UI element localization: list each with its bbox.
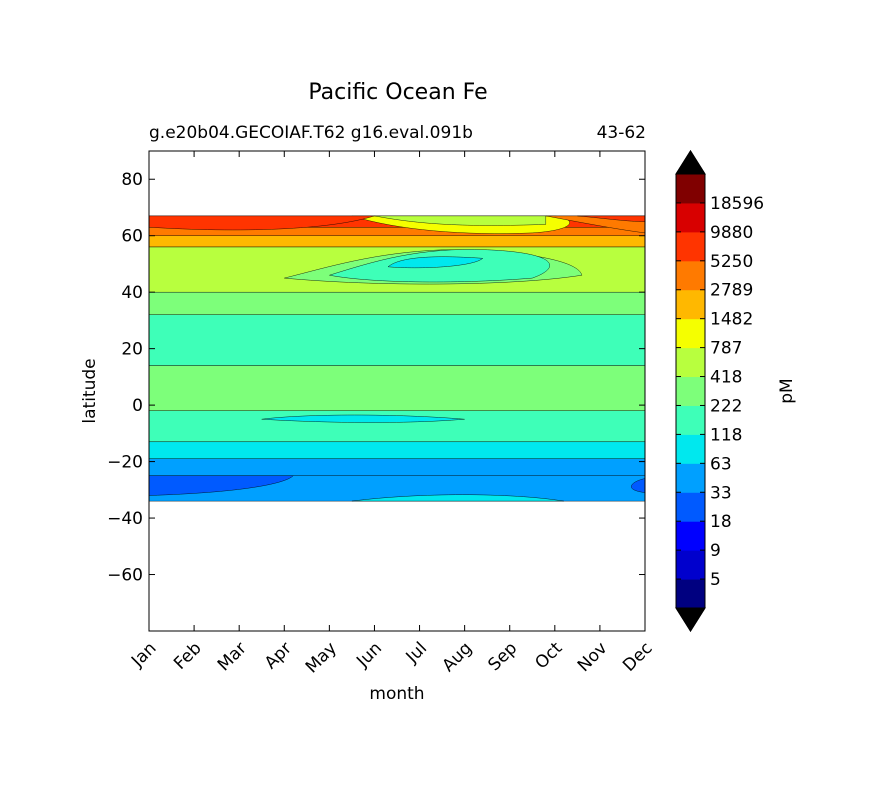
x-tick-label: Jun — [352, 638, 386, 672]
colorbar-segment — [676, 289, 705, 320]
y-tick-label: −40 — [107, 509, 143, 529]
colorbar: 5 9 18 33 63 118 222 418 787 1482 2789 5250 9880 1859… — [675, 150, 764, 632]
y-tick-label: 0 — [132, 396, 143, 416]
x-tick-label: Apr — [261, 638, 296, 673]
colorbar-segment — [676, 434, 705, 464]
contour-region — [148, 215, 375, 231]
contour-band — [148, 235, 646, 248]
colorbar-segment — [676, 492, 705, 522]
chart-subtitle-right: 43-62 — [597, 123, 646, 143]
colorbar-segment — [676, 463, 705, 493]
colorbar-segment — [676, 231, 705, 262]
x-tick-label: Sep — [484, 638, 521, 675]
colorbar-tick-label: 18 — [710, 512, 732, 532]
y-tick-label: 60 — [121, 227, 143, 247]
x-tick-label: May — [302, 638, 341, 677]
colorbar-label: pM — [777, 378, 797, 403]
contour-region — [261, 414, 465, 423]
colorbar-segment — [676, 202, 705, 233]
chart-subtitle-left: g.e20b04.GECOIAF.T62 g16.eval.091b — [149, 123, 473, 143]
plot-area: 80 60 40 20 0 −20 −40 −60 Jan Feb Mar Apr May Jun Jul… — [107, 150, 657, 677]
y-tick-label: 20 — [121, 340, 143, 360]
colorbar-tick-label: 63 — [710, 454, 732, 474]
x-tick-label: Mar — [214, 638, 251, 675]
colorbar-extend-max — [675, 150, 706, 175]
contour-band — [148, 291, 646, 315]
colorbar-segment — [676, 405, 705, 435]
colorbar-tick-label: 33 — [710, 483, 732, 503]
contour-features — [148, 215, 646, 502]
contour-band — [148, 365, 646, 411]
colorbar-segment — [676, 347, 705, 378]
contour-region — [374, 215, 546, 226]
colorbar-tick-label: 5 — [710, 570, 721, 590]
colorbar-tick-label: 18596 — [710, 194, 764, 214]
x-tick-label: Feb — [170, 638, 205, 673]
colorbar-segment — [676, 579, 705, 609]
y-axis: 80 60 40 20 0 −20 −40 −60 — [107, 170, 645, 586]
x-axis-label: month — [369, 684, 424, 704]
y-tick-label: −20 — [107, 453, 143, 473]
colorbar-tick-label: 2789 — [710, 281, 753, 301]
plot-frame — [148, 150, 646, 632]
colorbar-segment — [676, 260, 705, 291]
colorbar-extend-min — [675, 607, 706, 632]
colorbar-tick-label: 5250 — [710, 252, 753, 272]
colorbar-segment — [676, 376, 705, 406]
x-tick-label: Dec — [619, 638, 656, 675]
colorbar-segment — [676, 318, 705, 349]
chart-title: Pacific Ocean Fe — [308, 80, 487, 105]
contour-region — [148, 475, 294, 496]
colorbar-segment — [676, 550, 705, 580]
colorbar-tick-label: 787 — [710, 339, 742, 359]
colorbar-tick-label: 1482 — [710, 310, 753, 330]
y-tick-label: −60 — [107, 566, 143, 586]
y-axis-label: latitude — [80, 358, 100, 423]
x-tick-label: Nov — [574, 638, 612, 676]
colorbar-tick-label: 118 — [710, 425, 742, 445]
x-tick-label: Aug — [439, 638, 477, 676]
y-tick-label: 80 — [121, 170, 143, 190]
contour-band — [148, 314, 646, 366]
colorbar-tick-label: 222 — [710, 396, 742, 416]
colorbar-tick-label: 9 — [710, 541, 721, 561]
contour-band — [148, 458, 646, 476]
colorbar-tick-label: 418 — [710, 368, 742, 388]
colorbar-segment — [676, 521, 705, 551]
x-tick-label: Jan — [127, 638, 160, 671]
contour-region — [387, 256, 484, 269]
x-tick-label: Jul — [402, 638, 431, 667]
contour-region — [351, 494, 564, 502]
contour-band — [148, 441, 646, 459]
x-tick-label: Oct — [531, 638, 566, 673]
colorbar-tick-label: 9880 — [710, 223, 753, 243]
colorbar-segment — [676, 174, 705, 204]
y-tick-label: 40 — [121, 283, 143, 303]
colorbar-outline — [675, 150, 706, 632]
